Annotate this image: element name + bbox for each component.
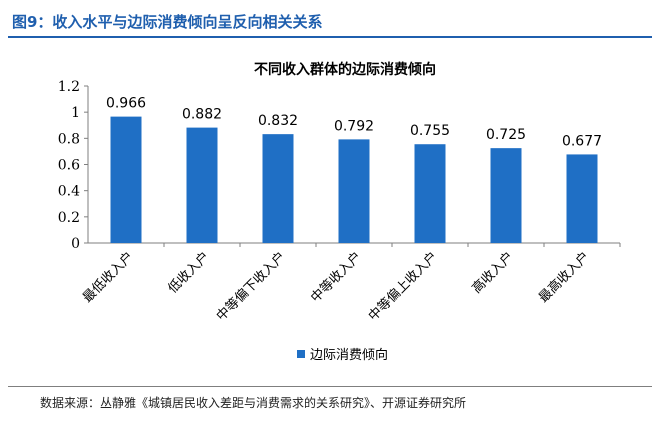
data-label: 0.792 [334, 118, 374, 134]
y-tick-label: 0.4 [58, 184, 80, 200]
legend-swatch [297, 350, 305, 358]
x-tick-label: 中等偏下收入户 [213, 249, 289, 325]
bar [110, 116, 142, 243]
x-tick-label: 中等收入户 [308, 249, 365, 306]
bars: 0.966 0.882 0.832 0.792 0.755 0.725 0.677 [106, 96, 602, 243]
bar [566, 154, 598, 243]
x-tick-label: 低收入户 [165, 249, 213, 297]
bar [262, 134, 294, 243]
y-tick-label: 0.2 [58, 210, 80, 226]
data-label: 0.882 [182, 107, 222, 123]
data-label: 0.755 [410, 123, 450, 139]
figure-title: 图9：收入水平与边际消费倾向呈反向相关关系 [12, 13, 323, 31]
bar [414, 144, 446, 243]
data-label: 0.725 [486, 127, 526, 143]
data-label: 0.966 [106, 96, 146, 112]
bar-chart: 不同收入群体的边际消费倾向 0 0.2 0.4 0.6 0.8 1 1.2 最低收入户 低收入户… [58, 61, 621, 363]
chart-title: 不同收入群体的边际消费倾向 [254, 61, 436, 78]
x-tick-label: 中等偏上收入户 [365, 249, 441, 325]
y-tick-label: 1 [71, 105, 80, 121]
legend-label: 边际消费倾向 [310, 347, 388, 363]
legend: 边际消费倾向 [297, 347, 388, 363]
y-tick-label: 0 [71, 236, 80, 252]
y-tick-label: 0.8 [58, 131, 80, 147]
source-note: 数据来源：丛静雅《城镇居民收入差距与消费需求的关系研究》、开源证券研究所 [40, 396, 467, 410]
data-label: 0.832 [258, 113, 298, 129]
source-divider [8, 386, 652, 387]
bar [490, 148, 522, 243]
bar [186, 127, 218, 243]
bar [338, 139, 370, 243]
y-tick-label: 0.6 [58, 158, 80, 174]
x-tick-label: 高收入户 [469, 249, 517, 297]
data-label: 0.677 [562, 133, 602, 149]
y-tick-label: 1.2 [58, 79, 80, 95]
x-tick-label: 最高收入户 [536, 249, 593, 306]
figure-header: 图9：收入水平与边际消费倾向呈反向相关关系 [8, 6, 652, 38]
x-tick-label: 最低收入户 [80, 249, 137, 306]
